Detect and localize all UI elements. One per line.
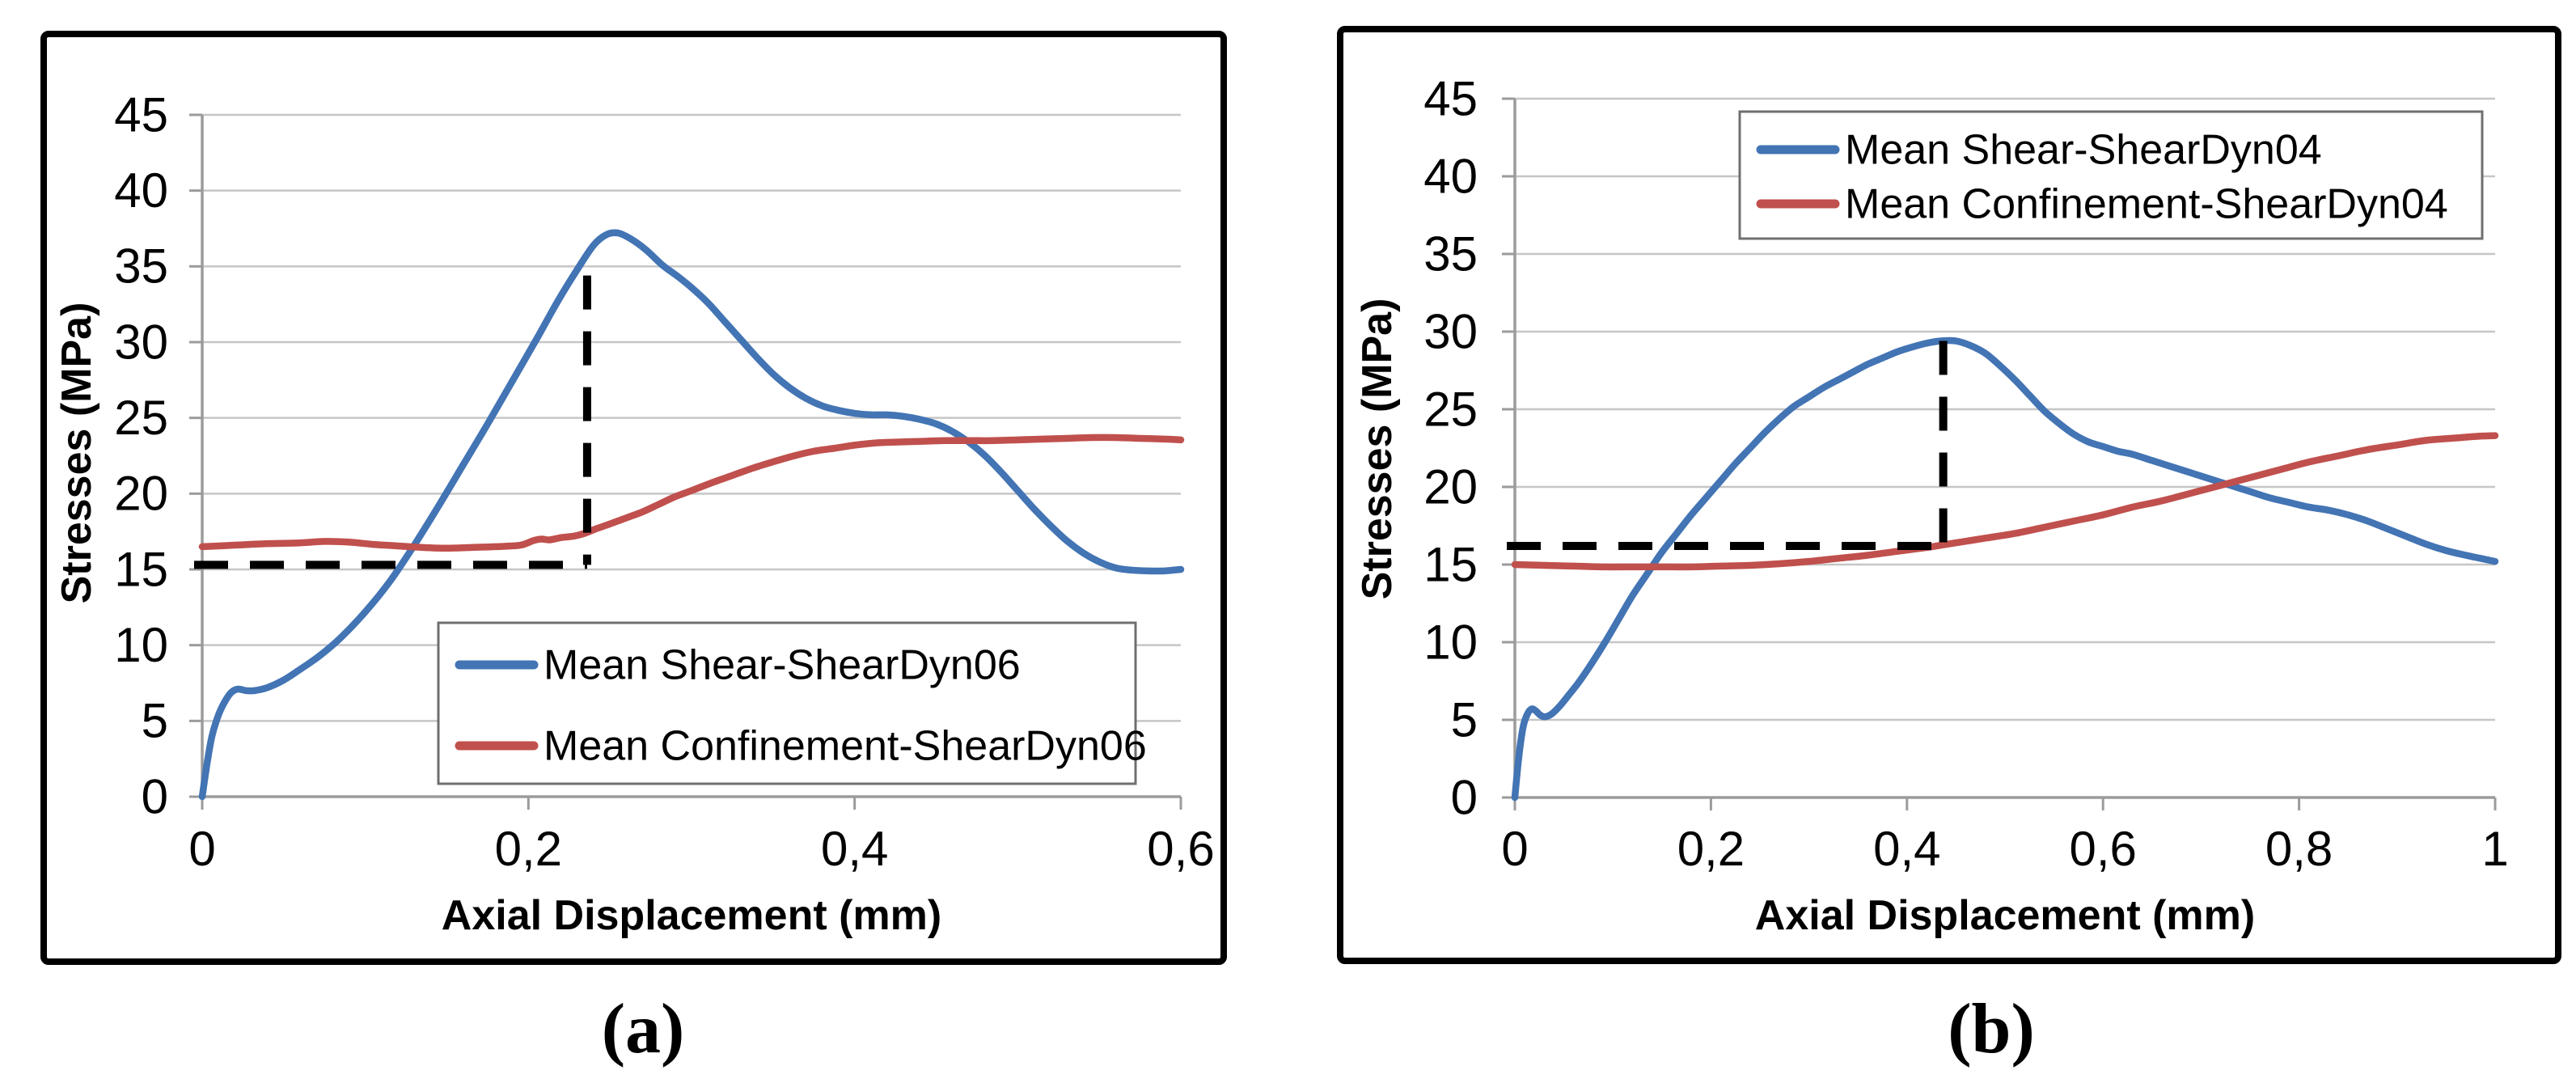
series-line-mean-shear-sheardyn06 [198, 229, 1185, 801]
y-tick-label: 10 [114, 618, 168, 672]
chart-panel-b: 0 5 10 15 20 25 30 35 40 45 0 0,2 0,4 0,6 0,8 1 Mean She… [1337, 26, 2561, 964]
x-tick-label: 0,4 [1873, 822, 1940, 876]
x-tick-label: 0,8 [2265, 822, 2333, 876]
chart-b-series [1511, 336, 2499, 802]
x-tick-label: 0 [188, 822, 215, 876]
chart-b-axes [1502, 97, 2497, 810]
series-line-mean-shear-sheardyn04 [1511, 336, 2499, 802]
x-tick-label: 1 [2481, 822, 2508, 876]
y-tick-label: 20 [114, 467, 168, 521]
y-tick-label: 45 [1423, 71, 1478, 125]
chart-b-tick-labels: 0 5 10 15 20 25 30 35 40 45 0 0,2 0,4 0,6 0,8 1 [1423, 71, 2508, 876]
y-tick-label: 5 [1451, 692, 1478, 747]
x-tick-label: 0,6 [1147, 822, 1214, 876]
y-tick-label: 45 [114, 87, 168, 142]
chart-b-peak-guides [1507, 341, 1948, 550]
y-tick-label: 30 [114, 315, 168, 369]
x-tick-label: 0,2 [1677, 822, 1745, 876]
y-tick-label: 20 [1423, 459, 1478, 514]
y-tick-label: 30 [1423, 304, 1478, 358]
chart-a-axes [189, 113, 1182, 810]
legend-label: Mean Shear-ShearDyn04 [1845, 127, 2322, 174]
series-line-mean-confinement-sheardyn06 [198, 434, 1185, 552]
y-tick-label: 0 [142, 769, 168, 823]
chart-a-peak-guides [194, 275, 591, 569]
legend-label: Mean Confinement-ShearDyn06 [544, 723, 1147, 770]
y-tick-label: 15 [1423, 537, 1478, 591]
y-tick-label: 40 [1423, 149, 1478, 203]
subfigure-label-a: (a) [601, 990, 685, 1068]
x-tick-label: 0 [1501, 822, 1528, 876]
y-tick-label: 25 [114, 391, 168, 445]
series-line-mean-confinement-sheardyn04 [1511, 432, 2499, 571]
chart-b-canvas: 0 5 10 15 20 25 30 35 40 45 0 0,2 0,4 0,6 0,8 1 Mean She… [1423, 71, 2508, 876]
chart-a-legend: Mean Shear-ShearDyn06 Mean Confinement-Sh… [437, 621, 1147, 785]
y-tick-label: 5 [142, 694, 168, 748]
y-tick-label: 0 [1451, 770, 1478, 824]
y-tick-label: 35 [114, 239, 168, 294]
chart-a-tick-labels: 0 5 10 15 20 25 30 35 40 45 0 0,2 0,4 0,6 [114, 87, 1214, 876]
legend-label: Mean Confinement-ShearDyn04 [1845, 181, 2448, 228]
y-tick-label: 35 [1423, 226, 1478, 281]
x-tick-label: 0,6 [2069, 822, 2136, 876]
legend-box [437, 621, 1137, 785]
subfigure-label-b: (b) [1948, 990, 2035, 1068]
y-tick-label: 40 [114, 163, 168, 218]
chart-a-series [198, 229, 1185, 801]
y-tick-label: 15 [114, 542, 168, 596]
y-tick-label: 10 [1423, 615, 1478, 669]
chart-b-legend: Mean Shear-ShearDyn04 Mean Confinement-Sh… [1738, 110, 2484, 240]
legend-box [1738, 110, 2484, 240]
x-tick-label: 0,2 [495, 822, 562, 876]
x-tick-label: 0,4 [821, 822, 888, 876]
chart-a-gridlines [202, 113, 1181, 722]
y-tick-label: 25 [1423, 382, 1478, 436]
legend-label: Mean Shear-ShearDyn06 [544, 642, 1021, 689]
chart-panel-a: 0 5 10 15 20 25 30 35 40 45 0 0,2 0,4 0,6 Mean Shear-S… [40, 31, 1227, 965]
